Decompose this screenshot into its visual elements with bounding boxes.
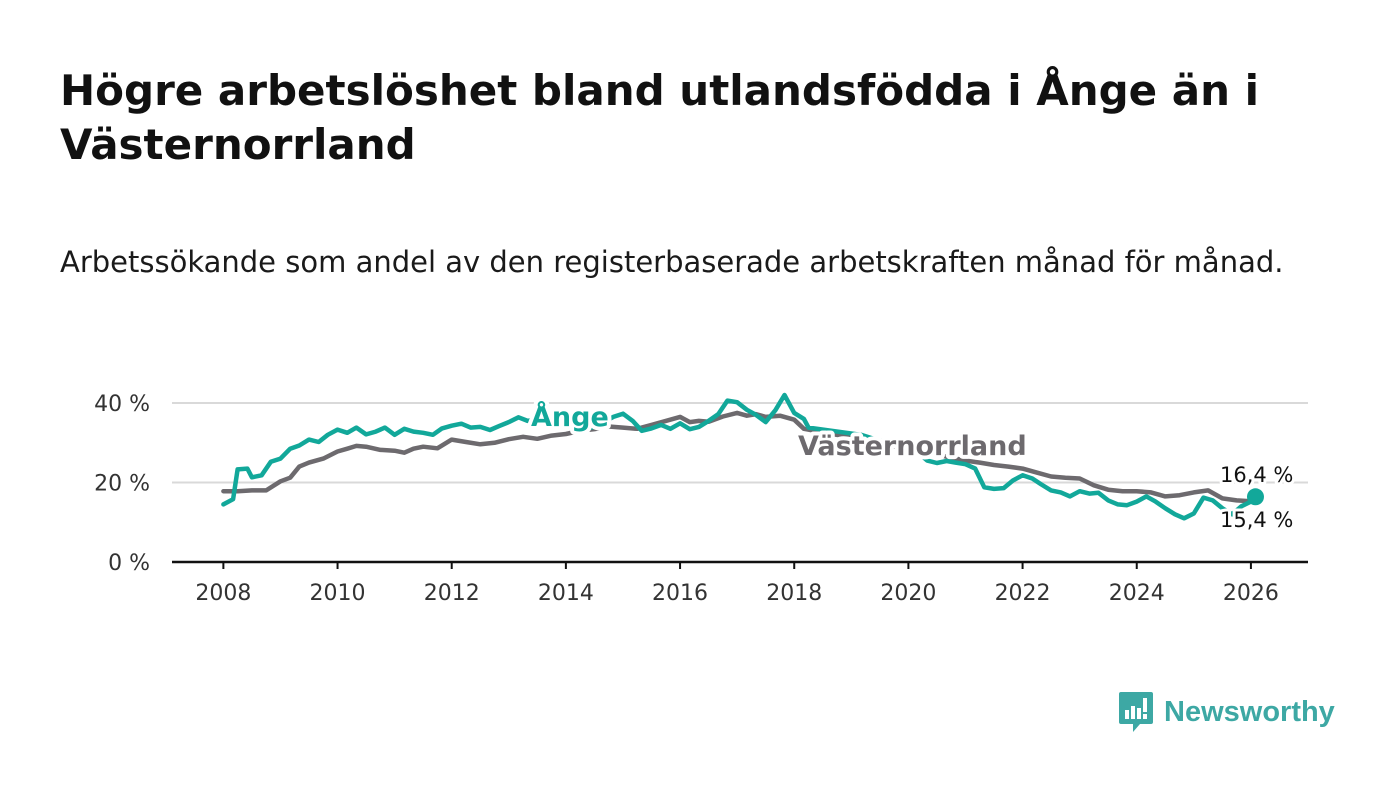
- x-tick-label: 2026: [1223, 581, 1279, 606]
- chart-title: Högre arbetslöshet bland utlandsfödda i …: [60, 66, 1260, 169]
- brand-logo[interactable]: Newsworthy: [1118, 690, 1335, 734]
- x-tick-label: 2008: [195, 581, 251, 606]
- x-tick-label: 2018: [766, 581, 822, 606]
- series-layer: [221, 392, 1264, 521]
- x-tick-label: 2024: [1109, 581, 1165, 606]
- y-tick-label: 20 %: [94, 472, 150, 497]
- y-tick-label: 0 %: [108, 551, 150, 576]
- series-line-ange: [221, 392, 1258, 521]
- brand-name: Newsworthy: [1164, 695, 1335, 728]
- axis-layer: 0 % 20 % 40 % 2008 2010 2012 2014 2016 2018 2020 2…: [94, 392, 1308, 606]
- end-value-label-vasternorrland: 15,4 %: [1220, 508, 1293, 532]
- series-line-vasternorrland: [221, 410, 1258, 504]
- x-tick-label: 2020: [880, 581, 936, 606]
- chart-subtitle: Arbetssökande som andel av den registerb…: [60, 245, 1284, 279]
- x-tick-label: 2012: [424, 581, 480, 606]
- x-tick-label: 2014: [538, 581, 594, 606]
- end-value-label-ange: 16,4 %: [1220, 463, 1293, 487]
- x-tick-label: 2010: [310, 581, 366, 606]
- x-tick-label: 2022: [995, 581, 1051, 606]
- newsworthy-logo-icon: [1119, 692, 1153, 732]
- series-label-vasternorrland: Västernorrland: [798, 431, 1027, 462]
- x-tick-label: 2016: [652, 581, 708, 606]
- y-tick-label: 40 %: [94, 392, 150, 417]
- series-label-ange: Ånge: [531, 401, 609, 433]
- label-layer: Ånge Västernorrland 16,4 % 15,4 %: [527, 397, 1296, 535]
- series-end-marker-ange: [1246, 488, 1264, 506]
